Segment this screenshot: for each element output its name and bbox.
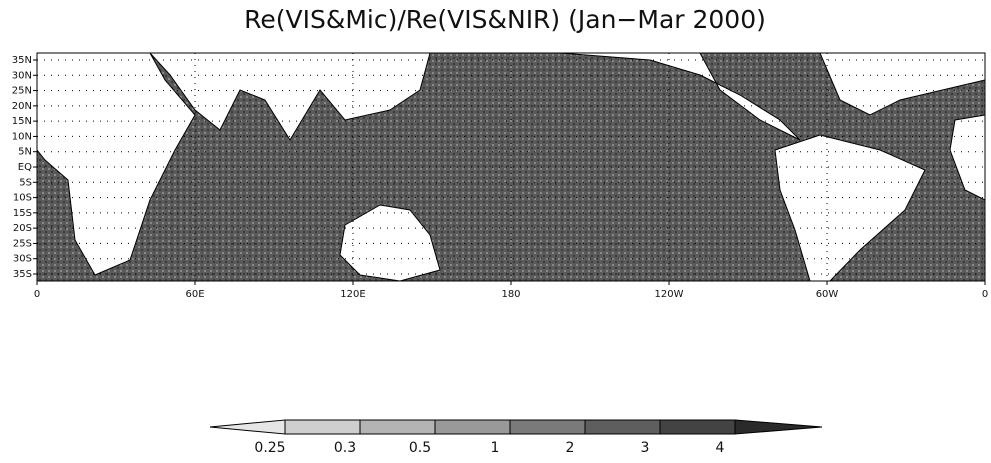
colorbar-end: [209, 419, 286, 435]
land: [819, 52, 986, 116]
lat-label: 5S: [19, 177, 32, 188]
colorbar-label: 3: [641, 440, 650, 456]
colorbar: 0.25 0.3 0.5 1 2 3 4: [209, 419, 823, 456]
land: [774, 134, 926, 282]
lat-label: 35N: [12, 55, 32, 66]
lat-label: 35S: [13, 269, 32, 280]
lat-label: 25N: [12, 86, 32, 97]
colorbar-label: 1: [491, 440, 500, 456]
colorbar-segment: [284, 419, 361, 435]
lat-label: 15N: [12, 116, 32, 127]
lat-label: 15S: [13, 208, 32, 219]
colorbar-label: 4: [716, 440, 725, 456]
lat-label: 20S: [13, 223, 32, 234]
lon-label: 60E: [185, 289, 204, 300]
lon-label: 120W: [655, 289, 684, 300]
lat-label: 25S: [13, 238, 32, 249]
colorbar-label: 2: [566, 440, 575, 456]
land: [949, 114, 986, 201]
land: [559, 52, 801, 141]
land: [339, 204, 441, 282]
lon-label: 0: [982, 289, 988, 300]
lon-label: 0: [34, 289, 40, 300]
colorbar-segment: [434, 419, 511, 435]
colorbar-end: [734, 419, 823, 435]
colorbar-segment: [509, 419, 586, 435]
lat-label: 30S: [13, 254, 32, 265]
lat-label: 20N: [12, 101, 32, 112]
land: [36, 52, 196, 276]
lon-label: 120E: [340, 289, 365, 300]
lat-label: EQ: [18, 162, 32, 173]
colorbar-segment: [359, 419, 436, 435]
lat-label: 5N: [18, 147, 32, 158]
colorbar-segment: [659, 419, 736, 435]
lat-label: 30N: [12, 70, 32, 81]
land: [148, 52, 431, 141]
lat-label: 10S: [13, 193, 32, 204]
lat-label: 10N: [12, 131, 32, 142]
lon-label: 180: [501, 289, 520, 300]
colorbar-label: 0.5: [409, 440, 431, 456]
colorbar-segment: [584, 419, 661, 435]
lon-label: 60W: [816, 289, 839, 300]
map-title: Re(VIS&Mic)/Re(VIS&NIR) (Jan−Mar 2000): [244, 5, 766, 34]
colorbar-label: 0.25: [254, 440, 285, 456]
colorbar-label: 0.3: [334, 440, 356, 456]
